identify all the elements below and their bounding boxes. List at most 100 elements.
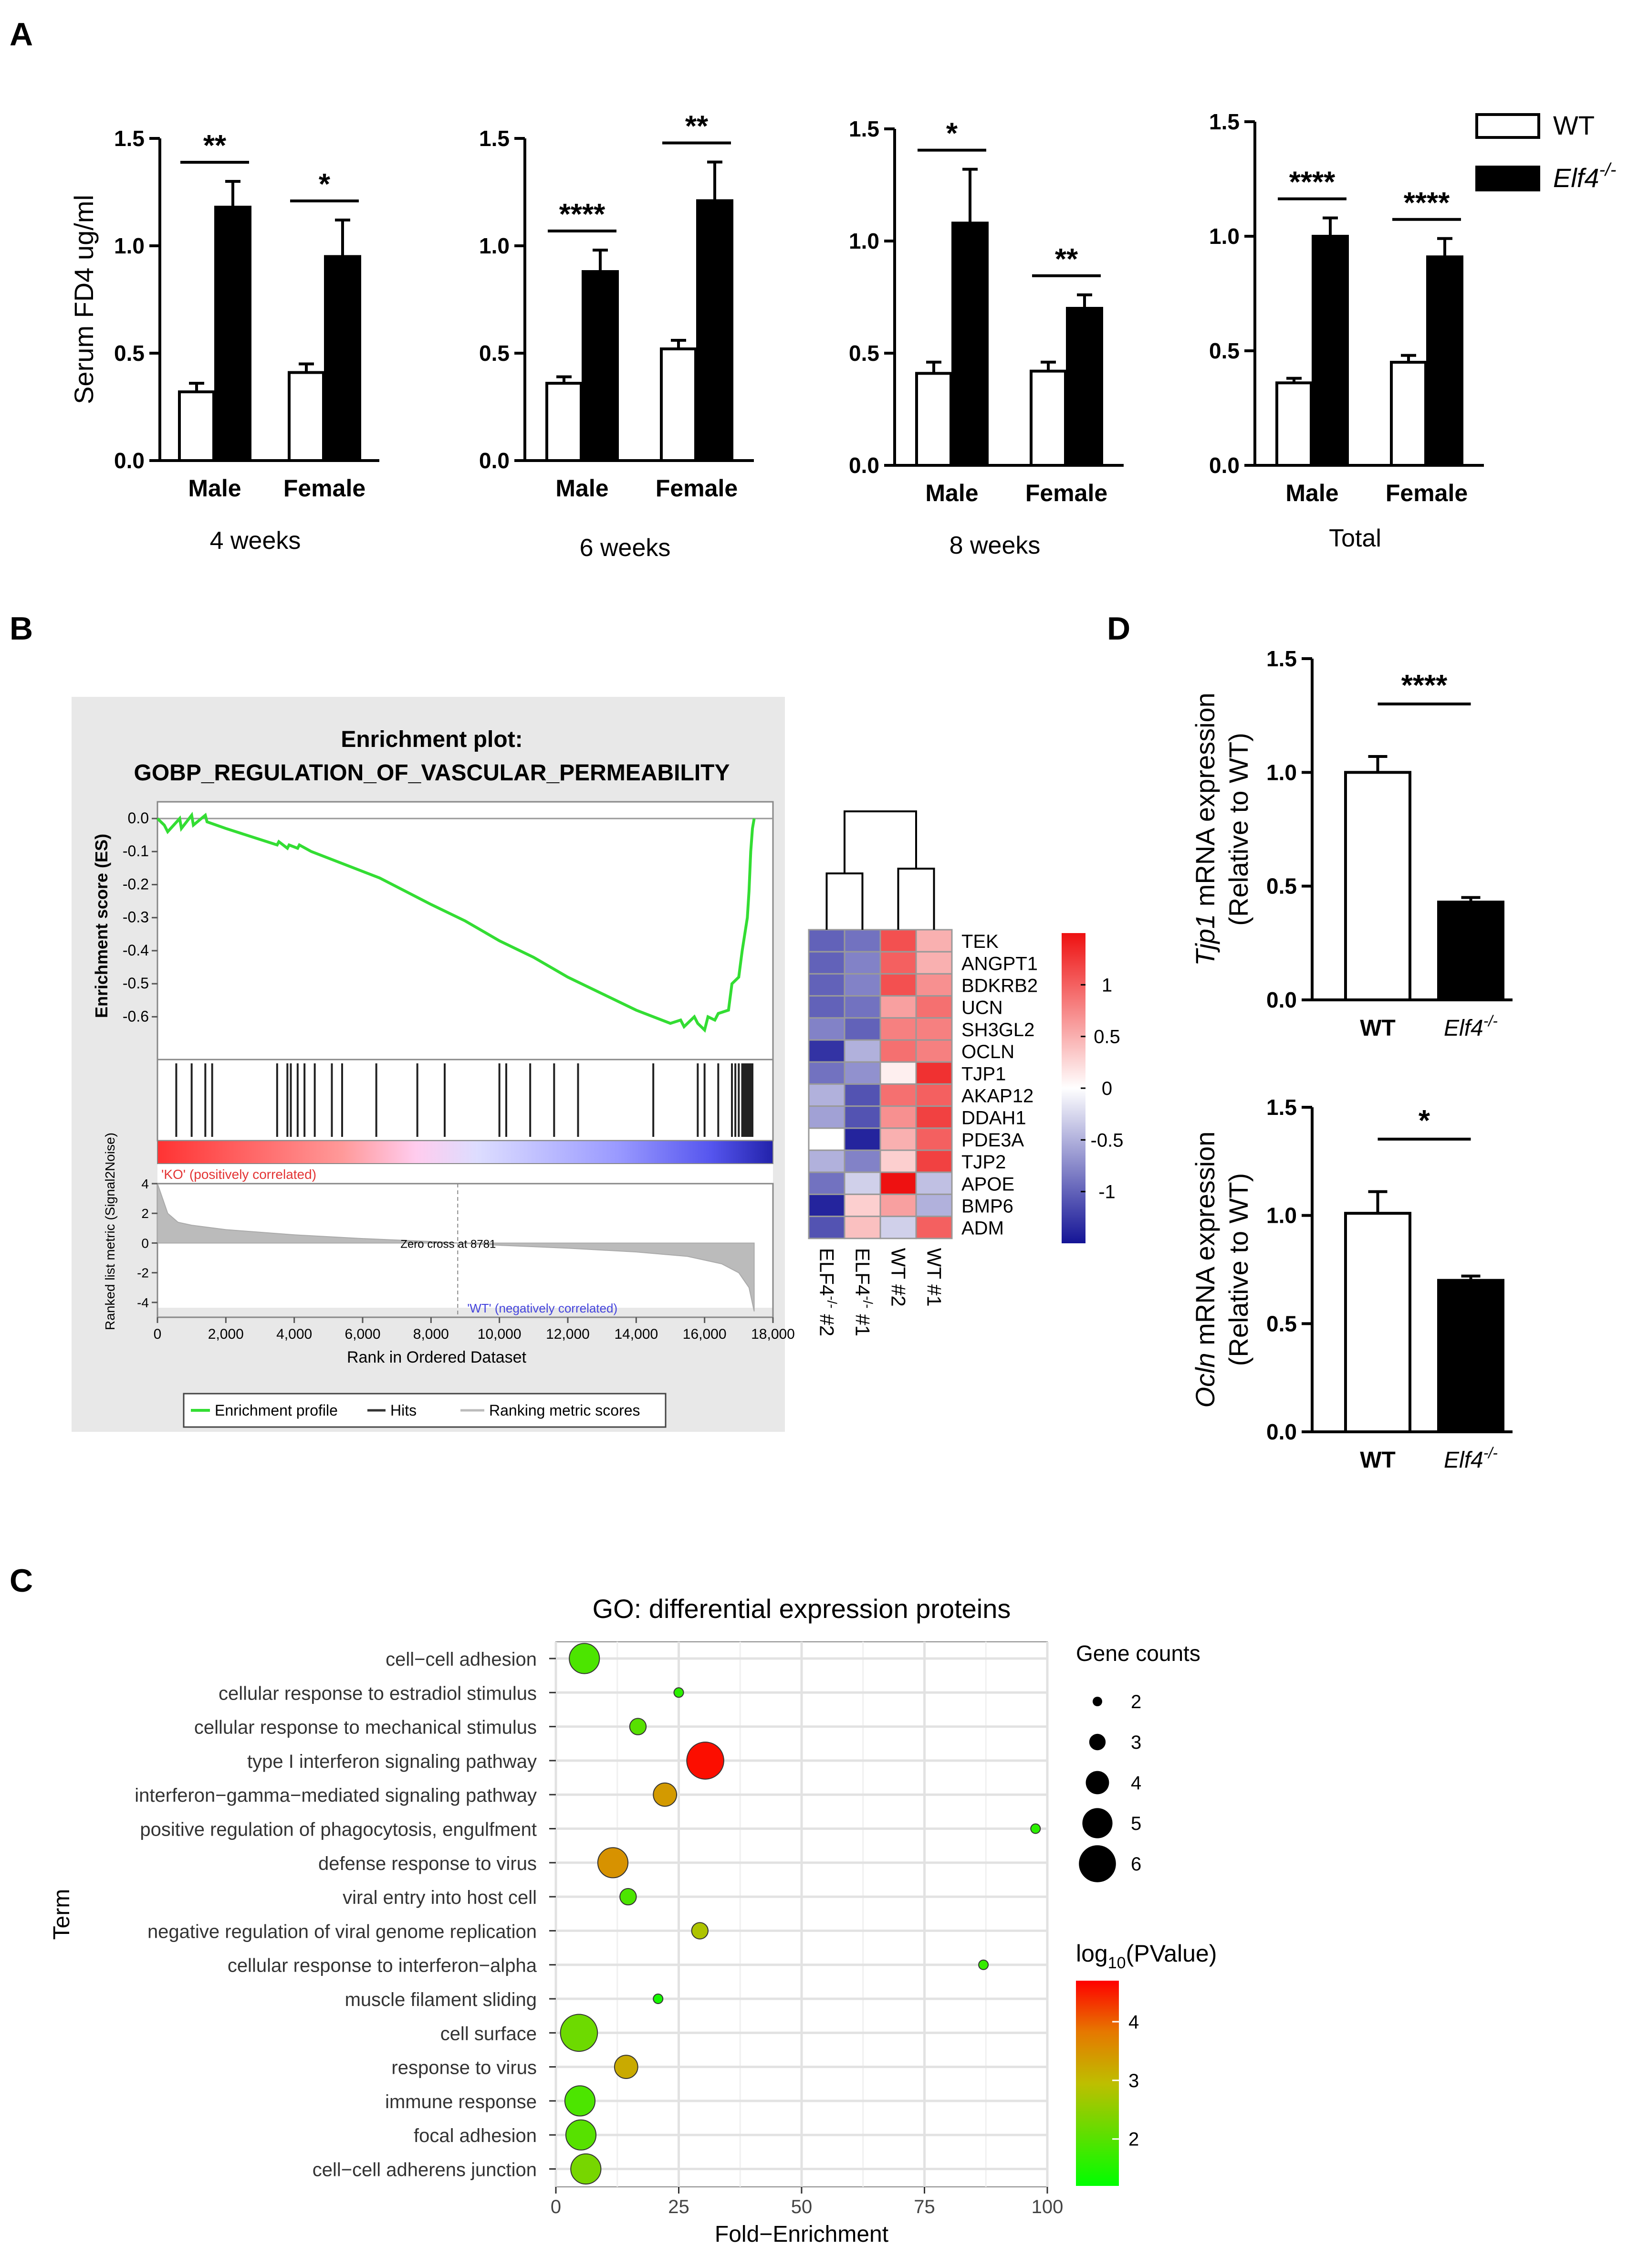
heatmap-cell xyxy=(879,929,917,953)
y-axis-label: Ocln mRNA expression xyxy=(1190,1132,1220,1408)
gsea-plot-area xyxy=(157,802,773,1308)
heatmap-cell xyxy=(879,1216,917,1239)
heatmap-column-label: WT #1 xyxy=(923,1248,946,1307)
bar-wt xyxy=(1344,771,1411,1002)
size-legend-label: 2 xyxy=(1131,1691,1141,1712)
category-label: Male xyxy=(1285,480,1338,506)
heatmap-row-label: TJP1 xyxy=(961,1063,1006,1084)
chart-a-8-weeks: 0.0 0.5 1.0 1.5 Male * Female ** 8 weeks xyxy=(849,116,1124,559)
y-axis-label-rest: mRNA expression xyxy=(1190,693,1220,914)
term-label: cellular response to mechanical stimulus xyxy=(194,1717,537,1738)
heatmap-row-label: UCN xyxy=(961,998,1003,1018)
term-label: cellular response to interferon−alpha xyxy=(228,1955,537,1976)
term-label: focal adhesion xyxy=(414,2125,537,2146)
x-tick-label: 8,000 xyxy=(413,1326,449,1342)
bubble-point xyxy=(686,1742,724,1780)
y-tick-label: 1.0 xyxy=(479,233,510,258)
heatmap-cell xyxy=(915,1149,953,1173)
chart-d-ocln: 0.0 0.5 1.0 1.5 WT Elf4-/- * Ocln mRNA expressi… xyxy=(1190,1095,1513,1473)
category-label-base: Elf4 xyxy=(1444,1448,1483,1473)
bar-wt xyxy=(545,382,583,462)
term-label: defense response to virus xyxy=(318,1853,537,1874)
bar-wt xyxy=(178,390,215,462)
x-axis-label: 6 weeks xyxy=(580,534,671,562)
heatmap-cell xyxy=(808,1149,845,1173)
legend-metric-label: Ranking metric scores xyxy=(489,1402,640,1419)
x-tick-label: 6,000 xyxy=(344,1326,380,1342)
x-tick-label: 25 xyxy=(668,2196,689,2217)
heatmap-row-label: TEK xyxy=(961,931,999,952)
x-axis-label: 8 weeks xyxy=(950,532,1041,559)
col-sup: -/- xyxy=(861,1296,876,1308)
bubble-point xyxy=(691,1922,709,1940)
metric-tick-label: 0 xyxy=(141,1236,149,1250)
y-tick-label: 0.5 xyxy=(1266,874,1297,899)
heatmap-cell xyxy=(808,973,845,997)
category-label-sup: -/- xyxy=(1483,1012,1498,1029)
y-tick-label: 1.5 xyxy=(479,126,510,151)
es-tick-label: -0.2 xyxy=(123,875,149,892)
x-axis-label: Rank in Ordered Dataset xyxy=(347,1348,527,1366)
bubble-point xyxy=(570,2153,602,2185)
x-axis-label: Fold−Enrichment xyxy=(715,2222,888,2247)
size-legend-point xyxy=(1079,1845,1116,1882)
bar-ko xyxy=(214,206,251,462)
size-legend-point xyxy=(1093,1697,1102,1706)
bar-wt xyxy=(1390,361,1427,467)
y-tick-label: 0.5 xyxy=(1209,338,1240,363)
significance-mark: * xyxy=(319,168,331,201)
heatmap-cell xyxy=(844,1061,881,1085)
y-tick-label: 1.5 xyxy=(849,116,879,141)
y-tick-label: 1.5 xyxy=(1266,646,1297,671)
legend-wt-swatch xyxy=(1475,113,1540,139)
heatmap-cell xyxy=(844,1017,881,1041)
size-legend-label: 6 xyxy=(1131,1854,1141,1875)
bar-wt xyxy=(288,371,325,462)
x-tick-label: 12,000 xyxy=(546,1326,590,1342)
metric-axis-label: Ranked list metric (Signal2Noise) xyxy=(103,1133,117,1330)
colorbar-tick-label: 2 xyxy=(1128,2129,1139,2150)
dendrogram-root xyxy=(844,810,917,873)
term-label: immune response xyxy=(385,2091,537,2112)
significance-mark: ** xyxy=(1055,243,1078,276)
x-axis-label: Total xyxy=(1329,525,1381,552)
size-legend-title: Gene counts xyxy=(1076,1641,1200,1666)
heatmap-row-label: OCLN xyxy=(961,1041,1014,1062)
heatmap-cell xyxy=(844,1171,881,1195)
bubble-point xyxy=(978,1959,989,1970)
heatmap-cell xyxy=(808,1017,845,1041)
chart-a-total: 0.0 0.5 1.0 1.5 Male **** Female **** Total xyxy=(1209,109,1484,552)
bar-ko xyxy=(696,199,733,462)
heatmap-cell xyxy=(808,1083,845,1107)
x-axis-label: 4 weeks xyxy=(210,527,301,555)
gsea-title: Enrichment plot: xyxy=(341,727,522,752)
x-tick-label: 2,000 xyxy=(208,1326,244,1342)
heatmap-cell xyxy=(844,1127,881,1151)
colorbar-tick-label: -0.5 xyxy=(1091,1130,1124,1151)
category-label: Elf4-/- xyxy=(1444,1444,1498,1473)
term-label: muscle filament sliding xyxy=(345,1989,537,2010)
heatmap-cell xyxy=(915,1083,953,1107)
y-tick-label: 0.5 xyxy=(479,341,510,366)
category-label: WT xyxy=(1360,1016,1396,1041)
heatmap-cell xyxy=(879,1039,917,1063)
term-label: cellular response to estradiol stimulus xyxy=(219,1683,537,1704)
heatmap-cell xyxy=(844,951,881,975)
x-tick-label: 0 xyxy=(154,1326,162,1342)
heatmap-cell xyxy=(879,1061,917,1085)
x-tick-label: 0 xyxy=(551,2196,561,2217)
term-label: cell surface xyxy=(440,2023,537,2044)
category-label-base: Elf4 xyxy=(1444,1016,1483,1041)
legend-profile-label: Enrichment profile xyxy=(215,1402,338,1419)
category-label: Male xyxy=(188,475,241,502)
heatmap-cell xyxy=(915,973,953,997)
size-legend-point xyxy=(1085,1771,1109,1795)
heatmap-cell xyxy=(915,995,953,1019)
heatmap-cell xyxy=(879,973,917,997)
y-tick-label: 1.0 xyxy=(1266,1203,1297,1228)
chart-a-6-weeks: 0.0 0.5 1.0 1.5 Male **** Female ** 6 weeks xyxy=(479,110,754,562)
metric-tick-label: -2 xyxy=(137,1266,149,1281)
bar-ko xyxy=(951,221,989,467)
bubble-point xyxy=(565,2119,597,2151)
